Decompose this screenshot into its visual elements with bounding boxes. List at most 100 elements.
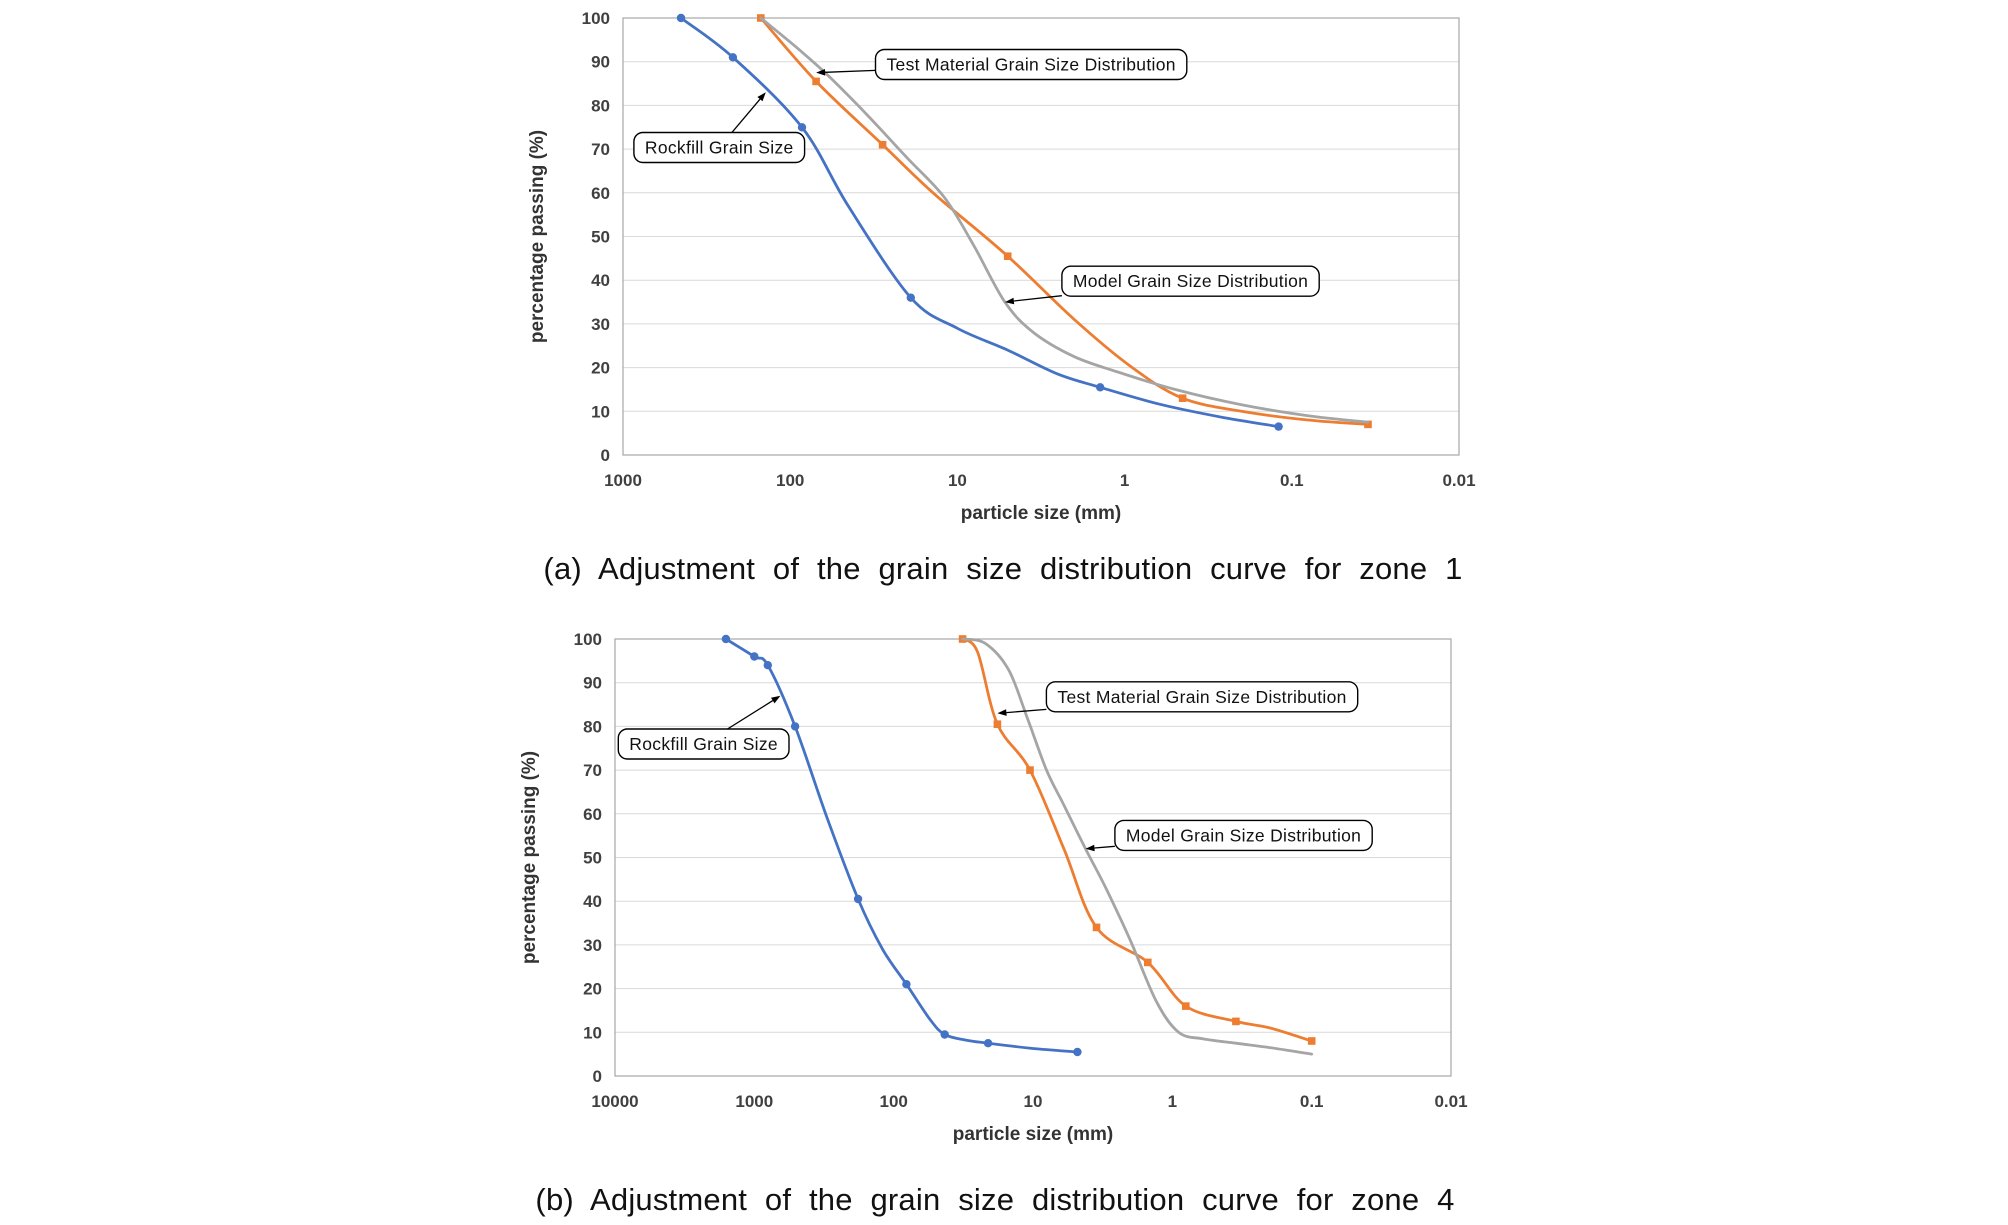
grain-size-chart-zone4: 0 10 20 30 40 50 60 70 80 90 100 10000 1000 100 10 1 0.1… xyxy=(519,630,1468,1145)
y-tick-label: 50 xyxy=(583,849,602,868)
x-tick-label: 10 xyxy=(948,471,967,490)
y-tick-label: 40 xyxy=(591,271,610,290)
annotation-arrowhead xyxy=(997,709,1007,716)
x-tick-label: 0.01 xyxy=(1442,471,1475,490)
y-axis-title: percentage passing (%) xyxy=(519,751,540,964)
chart-zone1-caption: (a) Adjustment of the grain size distrib… xyxy=(543,551,1463,586)
series-line-rockfill-grain-size xyxy=(679,16,1280,428)
y-axis-title: percentage passing (%) xyxy=(527,130,548,343)
annotation-box xyxy=(1045,681,1359,713)
annotation-arrowhead xyxy=(816,69,826,76)
annotation-label: Test Material Grain Size Distribution xyxy=(1057,687,1346,707)
series-marker xyxy=(1178,394,1187,402)
x-axis-title: particle size (mm) xyxy=(961,503,1122,524)
annotation-box xyxy=(1061,265,1320,297)
series-marker xyxy=(1026,766,1034,774)
series-marker xyxy=(902,980,911,989)
annotation-box xyxy=(617,728,790,760)
series-marker xyxy=(906,293,915,302)
y-tick-label: 0 xyxy=(593,1067,602,1086)
series-marker xyxy=(1364,420,1372,429)
annotation-box xyxy=(633,131,806,164)
series-marker xyxy=(721,634,731,644)
series-marker xyxy=(750,652,759,661)
series-marker xyxy=(1144,958,1152,967)
series-marker xyxy=(728,53,738,62)
y-tick-label: 100 xyxy=(582,9,610,28)
series-marker xyxy=(812,77,820,86)
annotation-arrowhead xyxy=(1085,844,1095,852)
x-tick-label: 1 xyxy=(1120,471,1129,490)
annotation-label: Test Material Grain Size Distribution xyxy=(887,55,1176,75)
annotation-arrow-line xyxy=(1013,295,1062,302)
y-tick-label: 30 xyxy=(591,315,610,334)
grain-size-chart-zone1: 0 10 20 30 40 50 60 70 80 90 100 1000 100 10 1 0.1 0.01 p… xyxy=(527,9,1476,524)
x-tick-label: 0.01 xyxy=(1434,1092,1467,1111)
annotation: Test Material Grain Size Distribution xyxy=(816,48,1188,81)
series-marker xyxy=(1307,1037,1316,1045)
series-line-rockfill-grain-size xyxy=(724,637,1079,1054)
annotation-arrow-line xyxy=(1006,708,1047,714)
annotation-arrowhead xyxy=(1004,297,1015,305)
annotation-label: Model Grain Size Distribution xyxy=(1126,825,1361,845)
annotation-arrow-line xyxy=(727,700,774,730)
y-tick-label: 70 xyxy=(583,761,602,780)
series-marker xyxy=(1092,923,1101,932)
annotation: Rockfill Grain Size xyxy=(617,695,790,760)
plot-border xyxy=(614,638,1452,1077)
series-marker xyxy=(983,1039,993,1048)
series-marker xyxy=(993,720,1002,728)
y-tick-label: 20 xyxy=(591,359,610,378)
series-marker xyxy=(853,894,863,904)
x-tick-label: 100 xyxy=(880,1092,908,1111)
y-tick-label: 30 xyxy=(583,936,602,955)
y-tick-label: 20 xyxy=(583,980,602,999)
annotation-box xyxy=(1114,819,1373,852)
y-tick-label: 60 xyxy=(591,184,610,203)
y-tick-label: 90 xyxy=(591,53,610,72)
series-marker xyxy=(763,661,772,670)
x-tick-label: 10000 xyxy=(591,1092,638,1111)
y-tick-label: 80 xyxy=(583,717,602,736)
y-tick-label: 80 xyxy=(591,96,610,115)
annotation-arrow-line xyxy=(825,69,876,73)
series-marker xyxy=(1232,1017,1240,1026)
series-marker xyxy=(676,13,686,23)
x-tick-label: 1000 xyxy=(735,1092,773,1111)
y-tick-label: 10 xyxy=(583,1023,602,1042)
series-marker xyxy=(1182,1002,1190,1010)
annotation: Rockfill Grain Size xyxy=(633,92,806,164)
plot-border xyxy=(622,17,1460,456)
annotation: Model Grain Size Distribution xyxy=(1085,819,1373,852)
y-tick-label: 0 xyxy=(601,446,610,465)
series-marker xyxy=(1003,252,1012,260)
series-marker xyxy=(797,123,807,132)
series-marker xyxy=(790,722,800,731)
x-tick-label: 1 xyxy=(1168,1092,1177,1111)
annotation-label: Model Grain Size Distribution xyxy=(1073,271,1308,291)
x-tick-label: 0.1 xyxy=(1300,1092,1324,1111)
series-line-model-grain-size-distribution xyxy=(961,637,1314,1056)
annotation-label: Rockfill Grain Size xyxy=(645,138,794,158)
x-tick-label: 100 xyxy=(776,471,804,490)
chart-zone4-caption: (b) Adjustment of the grain size distrib… xyxy=(535,1182,1455,1217)
series-marker xyxy=(1073,1047,1082,1057)
series-marker xyxy=(1274,422,1283,431)
annotation-box xyxy=(874,48,1188,81)
series-marker xyxy=(940,1030,949,1039)
annotation-arrow-line xyxy=(1094,845,1115,849)
series-marker xyxy=(1096,383,1105,392)
series-line-test-material-grain-size-distribution xyxy=(759,16,1370,426)
series-marker xyxy=(878,140,887,149)
x-tick-label: 0.1 xyxy=(1280,471,1304,490)
annotation-arrowhead xyxy=(771,695,781,704)
annotation-arrowhead xyxy=(757,92,766,102)
annotation-arrow-line xyxy=(731,98,761,133)
y-tick-label: 70 xyxy=(591,140,610,159)
y-tick-label: 60 xyxy=(583,805,602,824)
x-axis-title: particle size (mm) xyxy=(953,1124,1114,1145)
series-line-test-material-grain-size-distribution xyxy=(961,637,1314,1043)
series-line-model-grain-size-distribution xyxy=(759,16,1370,424)
x-tick-label: 1000 xyxy=(604,471,642,490)
x-tick-label: 10 xyxy=(1024,1092,1043,1111)
